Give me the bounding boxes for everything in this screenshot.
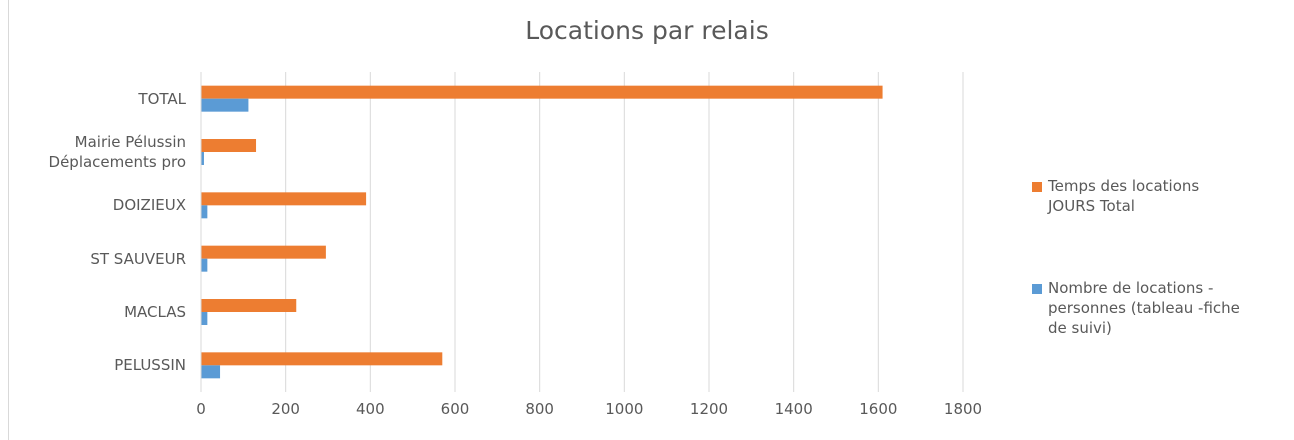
y-tick-label: PELUSSIN (114, 356, 186, 375)
x-tick-label: 400 (356, 400, 385, 418)
y-tick-label: ST SAUVEUR (90, 249, 186, 268)
x-tick-label: 1800 (944, 400, 982, 418)
y-tick-label: MACLAS (124, 303, 186, 321)
x-tick-label: 600 (441, 400, 470, 418)
bar (201, 205, 208, 219)
x-tick-label: 1400 (775, 400, 813, 418)
bar (201, 258, 208, 272)
bar (201, 245, 326, 259)
legend-swatch (1032, 182, 1042, 192)
bar (201, 98, 249, 112)
bar (201, 312, 208, 325)
bar (201, 299, 297, 312)
x-tick-label: 0 (196, 400, 206, 418)
x-tick-label: 800 (525, 400, 554, 418)
y-tick-label: Mairie Pélussin Déplacements pro (48, 133, 186, 171)
bar (201, 192, 367, 206)
y-tick-label: DOIZIEUX (112, 196, 186, 215)
bar (201, 139, 257, 152)
x-tick-label: 1000 (605, 400, 643, 418)
bar (201, 152, 204, 165)
legend-label: Temps des locations JOURS Total (1048, 177, 1200, 215)
chart-title: Locations par relais (525, 16, 769, 45)
x-tick-label: 1200 (690, 400, 728, 418)
legend-label: Nombre de locations - personnes (tableau… (1048, 279, 1240, 337)
y-tick-label: TOTAL (138, 89, 186, 108)
legend-swatch (1032, 284, 1042, 294)
frame-edge (8, 0, 9, 440)
bar (201, 365, 221, 379)
bar (201, 352, 443, 366)
x-tick-label: 200 (271, 400, 300, 418)
bar (201, 85, 883, 99)
x-tick-label: 1600 (859, 400, 897, 418)
